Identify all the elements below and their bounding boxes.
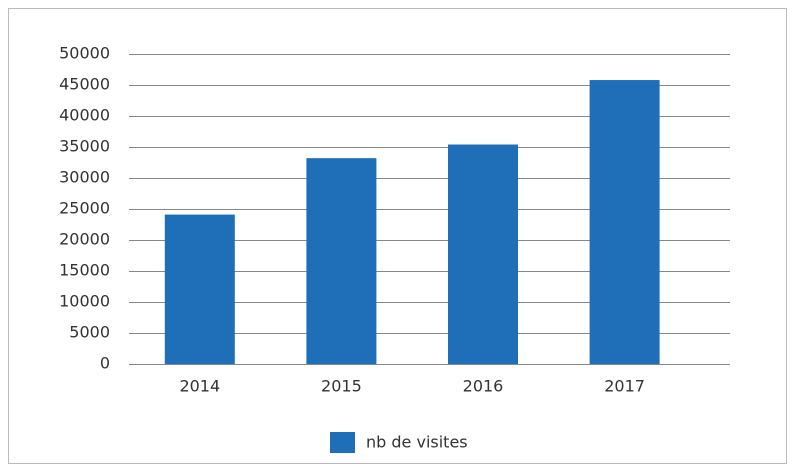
y-tick-label: 25000: [59, 199, 110, 218]
y-tick-label: 30000: [59, 168, 110, 187]
y-tick-label: 20000: [59, 230, 110, 249]
y-tick-label: 15000: [59, 261, 110, 280]
chart-border: [8, 8, 787, 464]
bar: [306, 158, 377, 364]
x-tick-label: 2015: [321, 377, 362, 396]
y-tick-label: 10000: [59, 292, 110, 311]
x-tick-label: 2017: [604, 377, 645, 396]
x-tick-label: 2014: [179, 377, 220, 396]
y-tick-label: 45000: [59, 75, 110, 94]
bar: [448, 144, 518, 364]
y-tick-label: 40000: [59, 106, 110, 125]
y-tick-label: 35000: [59, 137, 110, 156]
y-tick-label: 0: [100, 354, 110, 373]
y-tick-label: 5000: [69, 323, 110, 342]
legend-swatch: [330, 432, 355, 453]
x-tick-label: 2016: [463, 377, 504, 396]
legend-label: nb de visites: [366, 433, 468, 452]
y-tick-label: 50000: [59, 44, 110, 63]
bar: [164, 214, 235, 364]
bar: [589, 80, 660, 364]
